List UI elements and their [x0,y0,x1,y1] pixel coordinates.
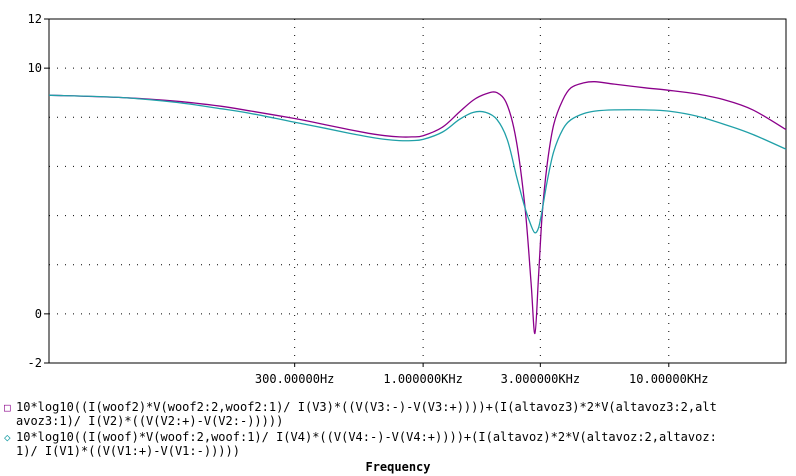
legend-entry-1: □ 10*log10((I(woof2)*V(woof2:2,woof2:1)/ … [4,400,717,415]
y-tick-label-0: 12 [28,12,42,26]
legend-entry-1-text-line-1: 10*log10((I(woof2)*V(woof2:2,woof2:1)/ I… [16,400,717,414]
series-1-marker-icon: □ [4,401,11,414]
legend-entry-1-text-line-2: avoz3:1)/ I(V2)*((V(V2:+)-V(V2:-))))) [16,414,284,428]
y-axis: 12 10 0 -2 [28,12,49,370]
series-line-2 [48,94,787,234]
series-2-marker-icon: ◇ [4,431,11,444]
y-tick-label-1: 10 [28,61,42,75]
y-tick-label-2: 0 [35,307,42,321]
legend-entry-2-text-line-2: 1)/ I(V1)*((V(V1:+)-V(V1:-))))) [16,444,240,458]
plot-area: 12 10 0 -2 300.00000Hz 1.000000KHz 3.000000KH… [28,12,787,386]
x-tick-label-0: 300.00000Hz [255,372,334,386]
x-axis-label: Frequency [365,460,431,474]
series-lines [48,81,787,335]
x-tick-label-2: 3.000000KHz [501,372,580,386]
legend-entry-1-cont: avoz3:1)/ I(V2)*((V(V2:+)-V(V2:-))))) [4,414,283,428]
x-tick-label-1: 1.000000KHz [383,372,462,386]
x-tick-label-3: 10.00000KHz [629,372,708,386]
legend-entry-2-cont: 1)/ I(V1)*((V(V1:+)-V(V1:-))))) [4,444,240,458]
grid [49,18,786,364]
legend-entry-2-text-line-1: 10*log10((I(woof)*V(woof:2,woof:1)/ I(V4… [16,430,717,444]
x-axis: 300.00000Hz 1.000000KHz 3.000000KHz 10.0000… [255,363,709,386]
y-tick-label-3: -2 [28,356,42,370]
series-line-1 [48,81,787,335]
legend-entry-2: ◇ 10*log10((I(woof)*V(woof:2,woof:1)/ I(V… [4,430,717,445]
plot-frame [48,18,787,364]
